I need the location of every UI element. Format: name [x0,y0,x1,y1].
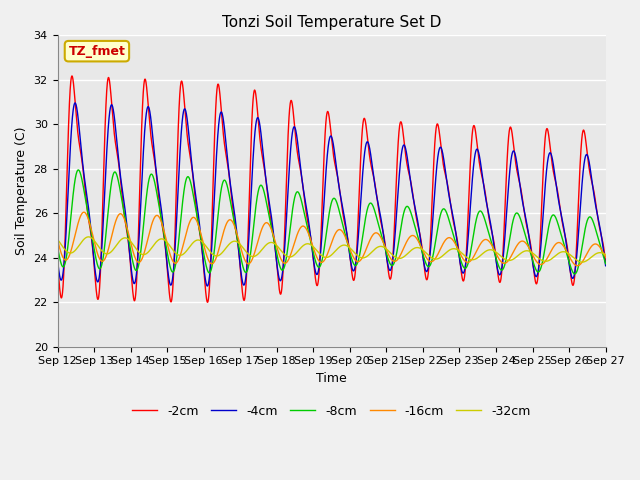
Line: -4cm: -4cm [58,103,605,286]
-16cm [573,263,581,269]
-8cm [54,244,61,250]
-8cm [395,239,403,244]
-2cm [172,228,179,234]
-16cm [602,254,609,260]
-4cm [385,267,393,273]
-8cm [207,268,214,274]
-4cm [395,179,403,184]
Text: TZ_fmet: TZ_fmet [68,45,125,58]
-8cm [172,264,179,270]
Title: Tonzi Soil Temperature Set D: Tonzi Soil Temperature Set D [222,15,441,30]
-32cm [84,234,92,240]
-2cm [207,252,215,258]
-2cm [550,171,557,177]
Y-axis label: Soil Temperature (C): Soil Temperature (C) [15,127,28,255]
-2cm [204,300,211,305]
-16cm [80,209,88,215]
-32cm [207,250,214,255]
-4cm [207,258,215,264]
-4cm [71,100,79,106]
-32cm [172,250,179,255]
-16cm [385,253,393,259]
-16cm [395,255,403,261]
Line: -8cm: -8cm [58,170,605,274]
-16cm [602,254,609,260]
-2cm [602,259,609,265]
-4cm [172,245,179,251]
-16cm [207,261,214,266]
-8cm [74,167,82,173]
-2cm [68,73,76,79]
Line: -32cm: -32cm [58,237,605,262]
-32cm [602,252,609,258]
-16cm [54,237,61,242]
-8cm [602,260,609,266]
-32cm [578,259,586,265]
-32cm [395,255,403,261]
-4cm [602,262,609,267]
-8cm [550,212,557,218]
-8cm [385,259,393,264]
-16cm [172,260,179,266]
-8cm [571,271,579,277]
X-axis label: Time: Time [316,372,347,385]
-32cm [550,254,557,260]
Legend: -2cm, -4cm, -8cm, -16cm, -32cm: -2cm, -4cm, -8cm, -16cm, -32cm [127,400,536,423]
-4cm [550,165,557,171]
-2cm [54,260,61,266]
-4cm [602,263,609,269]
-32cm [385,249,393,254]
Line: -2cm: -2cm [58,76,605,302]
-2cm [395,131,403,137]
-4cm [54,257,61,263]
-32cm [54,237,61,242]
-8cm [602,261,609,267]
-2cm [602,258,609,264]
-32cm [602,252,609,258]
-4cm [204,283,211,289]
Line: -16cm: -16cm [58,212,605,266]
-16cm [550,244,557,250]
-2cm [385,274,393,279]
